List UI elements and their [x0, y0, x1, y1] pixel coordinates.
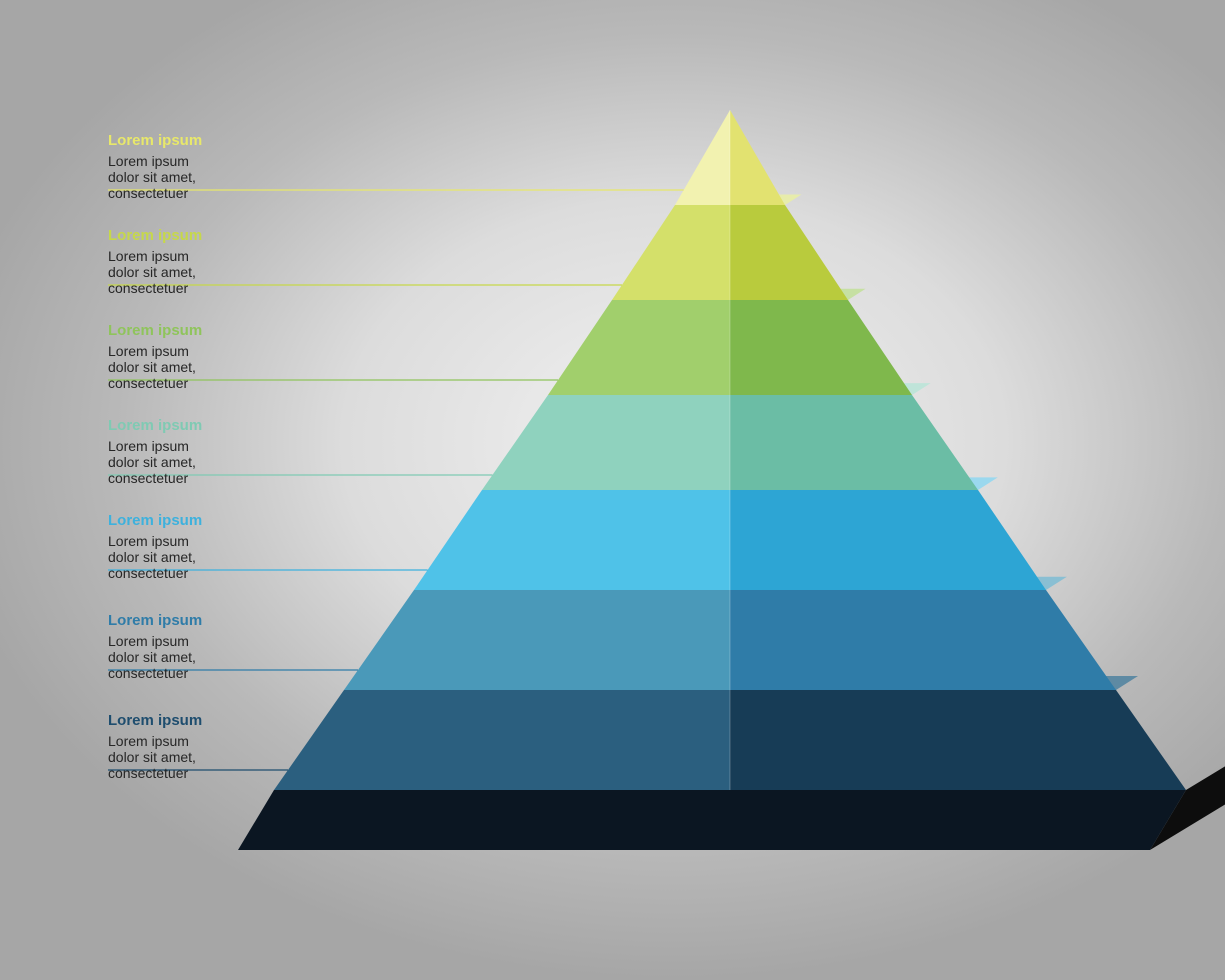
tier-3-desc: Lorem ipsum dolor sit amet, consectetuer — [108, 438, 278, 486]
tier-0-title: Lorem ipsum — [108, 132, 278, 151]
tier-0-desc: Lorem ipsum dolor sit amet, consectetuer — [108, 153, 278, 201]
tier-5-title: Lorem ipsum — [108, 612, 278, 631]
tier-4-label: Lorem ipsum Lorem ipsum dolor sit amet, c… — [108, 512, 278, 581]
tier-6-desc: Lorem ipsum dolor sit amet, consectetuer — [108, 733, 278, 781]
tier-1-label: Lorem ipsum Lorem ipsum dolor sit amet, c… — [108, 227, 278, 296]
tier-5-desc: Lorem ipsum dolor sit amet, consectetuer — [108, 633, 278, 681]
tier-3-label: Lorem ipsum Lorem ipsum dolor sit amet, c… — [108, 417, 278, 486]
tier-4-desc: Lorem ipsum dolor sit amet, consectetuer — [108, 533, 278, 581]
tier-3-title: Lorem ipsum — [108, 417, 278, 436]
tier-1-title: Lorem ipsum — [108, 227, 278, 246]
tier-2-label: Lorem ipsum Lorem ipsum dolor sit amet, c… — [108, 322, 278, 391]
tier-4-title: Lorem ipsum — [108, 512, 278, 531]
tier-2-title: Lorem ipsum — [108, 322, 278, 341]
tier-6-label: Lorem ipsum Lorem ipsum dolor sit amet, c… — [108, 712, 278, 781]
tier-2-desc: Lorem ipsum dolor sit amet, consectetuer — [108, 343, 278, 391]
infographic-stage: Lorem ipsum Lorem ipsum dolor sit amet, c… — [0, 0, 1225, 980]
labels-layer: Lorem ipsum Lorem ipsum dolor sit amet, c… — [0, 0, 1225, 980]
tier-1-desc: Lorem ipsum dolor sit amet, consectetuer — [108, 248, 278, 296]
tier-0-label: Lorem ipsum Lorem ipsum dolor sit amet, c… — [108, 132, 278, 201]
tier-6-title: Lorem ipsum — [108, 712, 278, 731]
tier-5-label: Lorem ipsum Lorem ipsum dolor sit amet, c… — [108, 612, 278, 681]
